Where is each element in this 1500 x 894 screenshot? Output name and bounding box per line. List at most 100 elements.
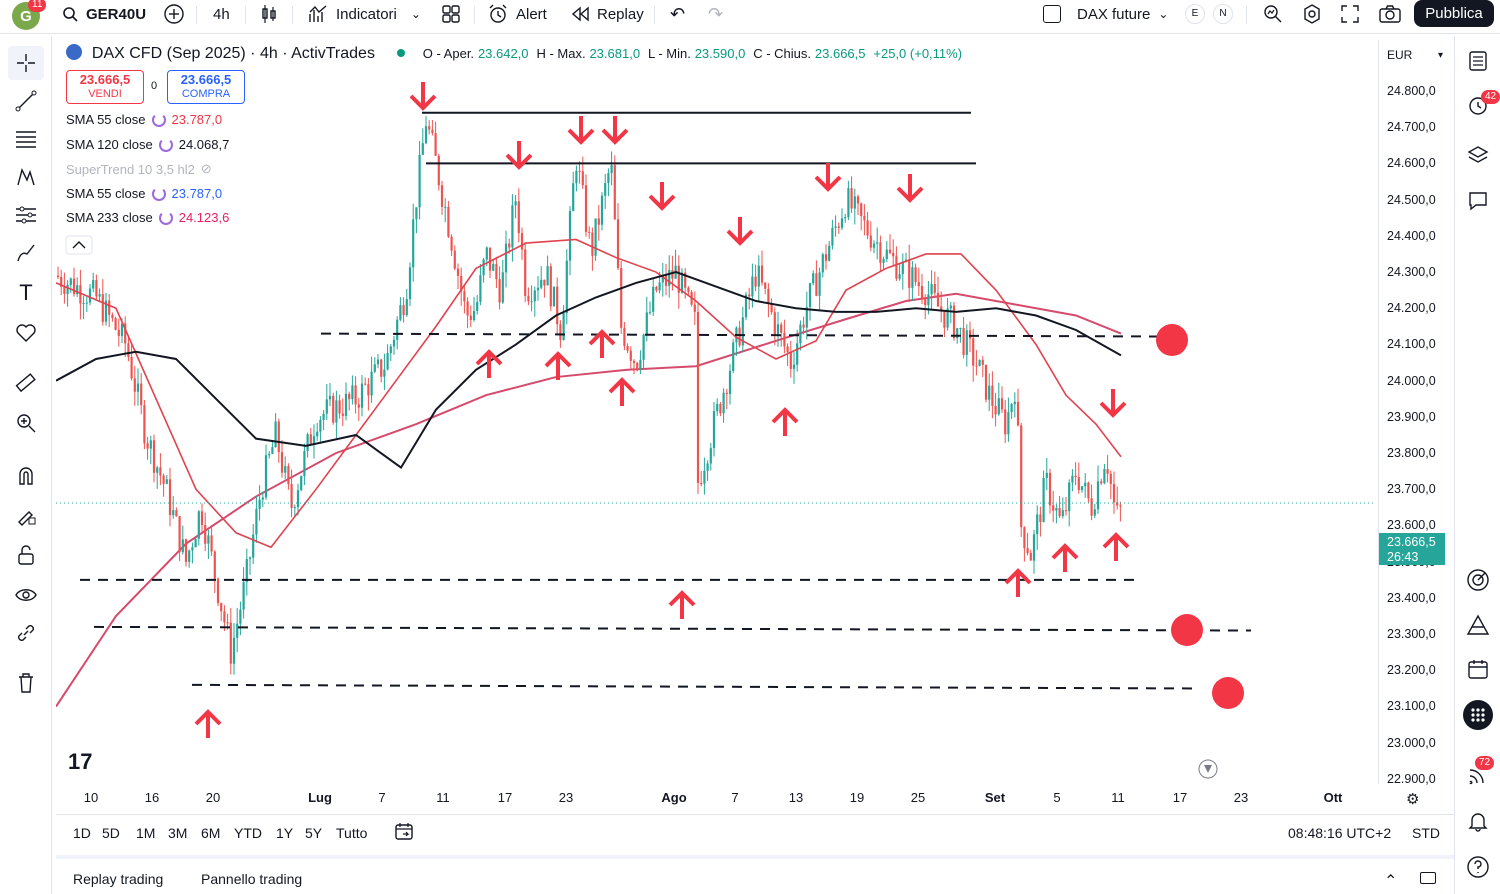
redo-icon[interactable]: ↷ — [708, 3, 724, 24]
indicator-sma55-b[interactable]: SMA 55 close 23.787,0 — [66, 186, 223, 201]
clock[interactable]: 08:48:16 UTC+2 — [1288, 825, 1392, 841]
undo-icon[interactable]: ↶ — [670, 3, 686, 24]
currency-select[interactable]: EUR ▾ — [1387, 48, 1443, 62]
bell-icon[interactable] — [1461, 804, 1495, 838]
range-button-3m[interactable]: 3M — [168, 825, 188, 841]
candle-body — [354, 385, 357, 405]
collapse-legend-button[interactable] — [65, 235, 93, 255]
arrow-down-marker — [648, 182, 676, 211]
fib-retracement-icon[interactable] — [8, 122, 44, 156]
candle-body — [376, 359, 380, 365]
help-icon[interactable] — [1461, 850, 1495, 884]
quick-search-icon[interactable] — [1263, 0, 1283, 28]
range-button-5d[interactable]: 5D — [102, 825, 120, 841]
alerts-badge: 42 — [1481, 90, 1500, 104]
eye-hidden-icon[interactable]: ⊘ — [200, 161, 212, 176]
tab-replay-trading[interactable]: Replay trading — [73, 871, 164, 887]
link-icon[interactable] — [8, 616, 44, 650]
candle-body — [149, 440, 152, 449]
watchlist-icon[interactable] — [1461, 44, 1495, 78]
time-tick-label: 11 — [1111, 790, 1125, 805]
symbol-label: GER40U — [86, 5, 147, 23]
candle-body — [248, 557, 252, 560]
magnet-icon[interactable] — [8, 458, 44, 492]
buy-button[interactable]: 23.666,5 COMPRA — [167, 70, 245, 104]
chevron-up-icon[interactable]: ⌃ — [1384, 873, 1398, 890]
screener-icon[interactable] — [1461, 563, 1495, 597]
session-e-button[interactable]: E — [1185, 0, 1205, 28]
calendar-icon[interactable] — [1461, 652, 1495, 686]
replay-button[interactable]: Replay — [571, 0, 644, 28]
pattern-icon[interactable] — [8, 160, 44, 194]
crosshair-icon[interactable] — [8, 46, 44, 80]
chat-icon[interactable] — [1461, 184, 1495, 218]
go-to-realtime-icon[interactable] — [1198, 759, 1218, 779]
camera-icon[interactable] — [1379, 0, 1401, 28]
range-button-6m[interactable]: 6M — [201, 825, 221, 841]
alarm-clock-icon — [489, 4, 507, 23]
eye-icon[interactable] — [8, 578, 44, 612]
text-tool-icon[interactable]: T — [19, 280, 33, 305]
pyramid-icon[interactable] — [1461, 608, 1495, 642]
range-button-5y[interactable]: 5Y — [305, 825, 323, 841]
alert-button[interactable]: Alert — [488, 0, 547, 28]
indicator-sma120[interactable]: SMA 120 close 24.068,7 — [66, 137, 230, 152]
candle-body — [69, 278, 72, 285]
time-axis-settings-icon[interactable]: ⚙ — [1406, 791, 1420, 808]
lock-icon[interactable] — [8, 538, 44, 572]
compare-add-button[interactable] — [163, 0, 185, 28]
session-n-button[interactable]: N — [1213, 0, 1233, 28]
chevron-down-icon[interactable]: ⌄ — [410, 7, 421, 21]
settings-gear-icon[interactable] — [1302, 0, 1322, 28]
candle-body — [95, 280, 98, 297]
indicator-supertrend[interactable]: SuperTrend 10 3,5 hl2 ⊘ — [66, 161, 212, 177]
forecast-icon[interactable] — [8, 198, 44, 232]
apps-grid-icon[interactable] — [1461, 698, 1495, 732]
publish-button[interactable]: Pubblica — [1414, 0, 1494, 27]
goto-date-icon[interactable] — [394, 821, 414, 846]
trendline-icon[interactable] — [8, 84, 44, 118]
symbol-search[interactable]: GER40U — [62, 0, 146, 28]
layouts-button[interactable] — [442, 0, 460, 28]
price-axis[interactable]: EUR ▾ 24.800,0 24.700,0 24.600,0 24.500,0 24.… — [1378, 40, 1454, 786]
interval-button[interactable]: 4h — [213, 5, 230, 23]
sell-button[interactable]: 23.666,5 VENDI — [66, 70, 144, 104]
layers-icon[interactable] — [1461, 138, 1495, 172]
lock-drawing-icon[interactable] — [8, 498, 44, 532]
session-label[interactable]: STD — [1412, 825, 1440, 841]
heart-icon[interactable] — [8, 316, 44, 350]
range-button-ytd[interactable]: YTD — [234, 825, 262, 841]
range-button-1y[interactable]: 1Y — [276, 825, 294, 841]
chart-type-button[interactable] — [260, 0, 278, 28]
indicator-sma233[interactable]: SMA 233 close 24.123,6 — [66, 210, 230, 225]
range-button-1d[interactable]: 1D — [73, 825, 91, 841]
news-stream-icon[interactable] — [1461, 758, 1495, 792]
candle-body — [885, 249, 888, 260]
fullscreen-icon[interactable] — [1341, 0, 1359, 28]
chevron-down-icon[interactable]: ⌄ — [1158, 7, 1169, 21]
support-line — [93, 625, 1252, 632]
candle-body — [108, 300, 111, 315]
candle-body — [943, 311, 946, 328]
arrow-down-marker — [1099, 389, 1127, 418]
maximize-panel-icon[interactable] — [1420, 871, 1436, 887]
tab-trading-panel[interactable]: Pannello trading — [201, 871, 303, 887]
ohlc-h-label: H - Max. — [536, 46, 586, 61]
brush-icon[interactable] — [8, 236, 44, 270]
range-button-tutto[interactable]: Tutto — [336, 825, 368, 841]
candle-body — [946, 308, 949, 328]
trash-icon[interactable] — [8, 666, 44, 700]
indicators-button[interactable]: Indicatori ⌄ — [308, 0, 421, 28]
checkbox-icon[interactable] — [1043, 5, 1061, 23]
arrow-down-marker — [814, 163, 842, 192]
alerts-icon[interactable] — [1461, 88, 1495, 122]
candle-body — [319, 419, 322, 432]
candle-body — [879, 242, 882, 263]
price-tick-label: 24.600,0 — [1387, 156, 1436, 171]
compare-toggle[interactable]: DAX future ⌄ — [1043, 0, 1168, 28]
price-chart[interactable]: 17 — [56, 40, 1376, 784]
zoom-in-icon[interactable] — [8, 406, 44, 440]
range-button-1m[interactable]: 1M — [136, 825, 156, 841]
indicator-sma55[interactable]: SMA 55 close 23.787,0 — [66, 112, 223, 127]
ruler-icon[interactable] — [8, 366, 44, 400]
